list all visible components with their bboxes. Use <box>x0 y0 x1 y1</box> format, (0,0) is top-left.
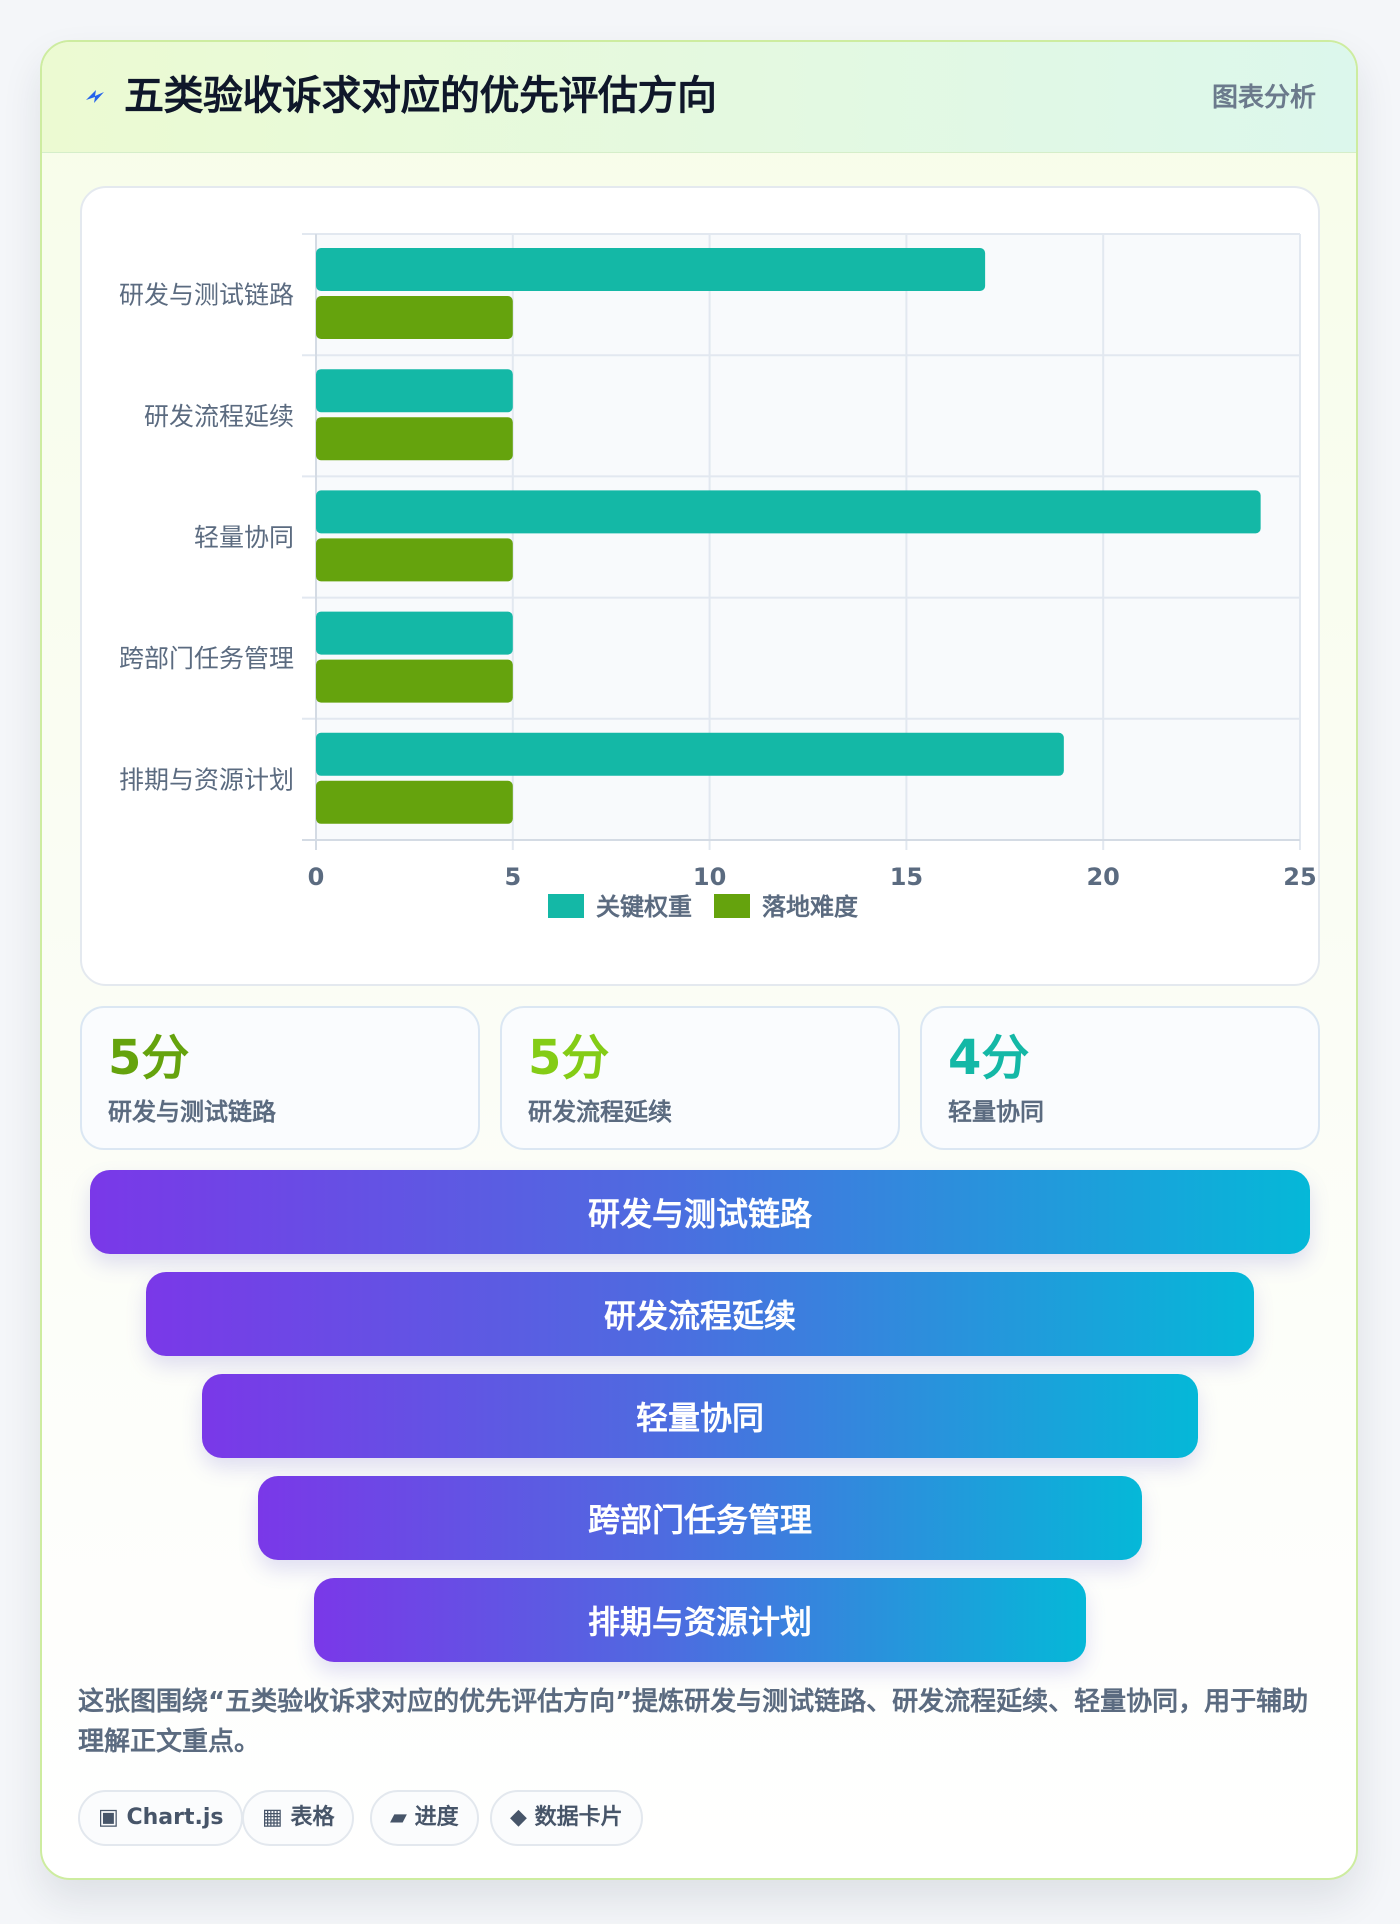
bar-1-4 <box>316 611 513 655</box>
bar-2-3 <box>316 538 513 582</box>
pill-progress[interactable]: ▰ 进度 <box>370 1790 479 1846</box>
stat-card-1: 5分 研发与测试链路 <box>80 1006 480 1150</box>
progress-icon: ▰ <box>390 1805 407 1830</box>
funnel-step-2: 研发流程延续 <box>146 1272 1254 1356</box>
x-tick-label: 0 <box>308 863 325 891</box>
stat-value: 5分 <box>528 1030 610 1086</box>
category-label: 排期与资源计划 <box>119 765 294 794</box>
bar-2-5 <box>316 780 513 824</box>
chart-card: 五类验收诉求对应的优先评估方向 图表分析 研发与测试链路 研发流程延续 轻量协同 跨部… <box>40 40 1358 1880</box>
bar-2-1 <box>316 296 513 339</box>
pill-label: 进度 <box>414 1805 459 1830</box>
legend-label: 关键权重 <box>596 893 692 921</box>
pill-table[interactable]: ▦ 表格 <box>242 1790 355 1846</box>
category-label: 轻量协同 <box>194 523 294 552</box>
pill-label: 表格 <box>290 1805 335 1830</box>
bar-1-1 <box>316 248 986 291</box>
stat-label: 研发与测试链路 <box>108 1098 276 1126</box>
category-label: 研发流程延续 <box>144 402 294 431</box>
chart-icon: ▣ <box>98 1805 119 1830</box>
stat-card-2: 5分 研发流程延续 <box>500 1006 900 1150</box>
bar-2-2 <box>316 417 513 461</box>
diamond-icon: ◆ <box>510 1805 527 1830</box>
funnel-step-4: 跨部门任务管理 <box>258 1476 1142 1560</box>
bar-1-3 <box>316 490 1261 534</box>
pill-data-card[interactable]: ◆ 数据卡片 <box>490 1790 643 1846</box>
bar-1-5 <box>316 732 1064 776</box>
stat-label: 研发流程延续 <box>528 1098 672 1126</box>
funnel-step-1: 研发与测试链路 <box>90 1170 1310 1254</box>
funnel-step-3: 轻量协同 <box>202 1374 1198 1458</box>
page-title: 五类验收诉求对应的优先评估方向 <box>124 73 717 119</box>
legend-label: 落地难度 <box>762 893 859 921</box>
x-tick-label: 20 <box>1086 863 1119 891</box>
stat-label: 轻量协同 <box>948 1098 1044 1126</box>
card-header: 五类验收诉求对应的优先评估方向 图表分析 <box>42 42 1356 153</box>
stat-value: 4分 <box>948 1030 1030 1086</box>
category-label: 研发与测试链路 <box>119 281 294 310</box>
lightning-icon <box>86 90 104 103</box>
chart-description: 这张图围绕“五类验收诉求对应的优先评估方向”提炼研发与测试链路、研发流程延续、轻… <box>78 1687 1309 1757</box>
pill-label: Chart.js <box>126 1805 224 1830</box>
funnel-step-5: 排期与资源计划 <box>314 1578 1086 1662</box>
x-tick-label: 15 <box>890 863 923 891</box>
x-tick-label: 25 <box>1283 863 1316 891</box>
pill-chartjs[interactable]: ▣ Chart.js <box>78 1790 244 1846</box>
x-tick-label: 5 <box>504 863 521 891</box>
stat-value: 5分 <box>108 1030 190 1086</box>
bar-1-2 <box>316 369 513 413</box>
category-label: 跨部门任务管理 <box>119 644 294 673</box>
x-tick-label: 10 <box>693 863 726 891</box>
table-icon: ▦ <box>262 1805 283 1830</box>
chart-panel: 研发与测试链路研发流程延续轻量协同跨部门任务管理 排期与资源计划 0 5 10 15 20 2… <box>80 186 1320 986</box>
stat-card-3: 4分 轻量协同 <box>920 1006 1320 1150</box>
pill-label: 数据卡片 <box>534 1805 623 1830</box>
chart-analysis-tag: 图表分析 <box>1211 83 1316 113</box>
legend-swatch <box>714 894 750 918</box>
bar-2-4 <box>316 659 513 703</box>
legend-swatch <box>548 894 584 918</box>
